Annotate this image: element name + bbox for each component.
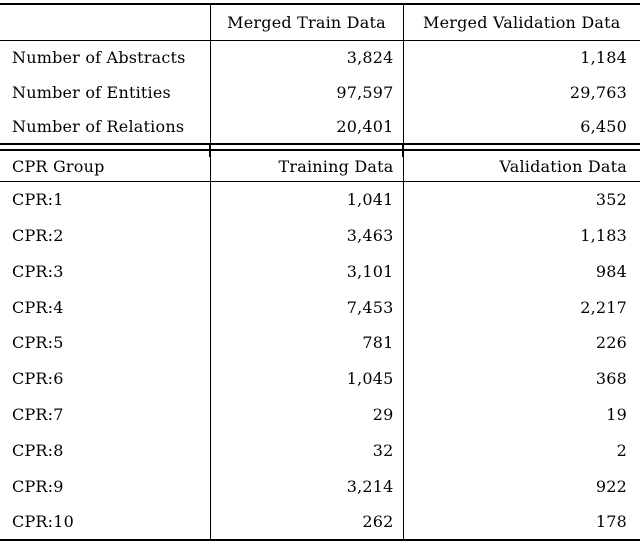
table-row: CPR:5 781 226 xyxy=(0,325,640,361)
cpr-header-group: CPR Group xyxy=(12,156,105,176)
train-value: 781 xyxy=(209,325,403,361)
row-label: CPR:8 xyxy=(12,440,64,460)
train-value: 3,214 xyxy=(209,468,403,505)
cpr-header-validation: Validation Data xyxy=(402,150,640,182)
validation-value: 2,217 xyxy=(402,289,640,326)
train-value: 1,045 xyxy=(209,360,403,397)
table-row: CPR:1 1,041 352 xyxy=(0,181,640,218)
table-row: CPR:10 262 178 xyxy=(0,504,640,540)
column-rule-1 xyxy=(209,143,211,157)
cpr-header-row: CPR Group Training Data Validation Data xyxy=(0,150,640,182)
summary-header-train: Merged Train Data xyxy=(209,4,403,40)
train-value: 29 xyxy=(209,396,403,433)
summary-header-row: Merged Train Data Merged Validation Data xyxy=(0,4,640,40)
row-label: CPR:5 xyxy=(12,333,64,353)
table-row: Number of Abstracts 3,824 1,184 xyxy=(0,40,640,75)
column-rule-2 xyxy=(402,143,404,157)
validation-value: 984 xyxy=(402,253,640,290)
table-row: CPR:7 29 19 xyxy=(0,396,640,433)
validation-value: 1,183 xyxy=(402,217,640,254)
train-value: 32 xyxy=(209,432,403,469)
table-row: CPR:2 3,463 1,183 xyxy=(0,217,640,254)
validation-value: 226 xyxy=(402,325,640,361)
validation-value: 922 xyxy=(402,468,640,505)
summary-header-validation: Merged Validation Data xyxy=(402,4,640,40)
cpr-header-train: Training Data xyxy=(209,150,403,182)
row-label: CPR:4 xyxy=(12,297,64,317)
validation-value: 1,184 xyxy=(402,40,640,75)
summary-table: Merged Train Data Merged Validation Data… xyxy=(0,3,640,146)
row-label: Number of Abstracts xyxy=(12,48,186,68)
train-value: 262 xyxy=(209,504,403,540)
train-value: 20,401 xyxy=(209,109,403,145)
summary-header-empty xyxy=(0,4,210,40)
validation-value: 29,763 xyxy=(402,74,640,110)
row-label: Number of Relations xyxy=(12,116,185,136)
validation-value: 19 xyxy=(402,396,640,433)
validation-value: 178 xyxy=(402,504,640,540)
train-value: 7,453 xyxy=(209,289,403,326)
train-value: 97,597 xyxy=(209,74,403,110)
train-value: 3,463 xyxy=(209,217,403,254)
row-label: CPR:6 xyxy=(12,369,64,389)
row-label: Number of Entities xyxy=(12,82,171,102)
validation-value: 352 xyxy=(402,181,640,218)
row-label: CPR:7 xyxy=(12,404,64,424)
train-value: 1,041 xyxy=(209,181,403,218)
validation-value: 368 xyxy=(402,360,640,397)
train-value: 3,824 xyxy=(209,40,403,75)
table-row: CPR:8 32 2 xyxy=(0,432,640,469)
row-label: CPR:3 xyxy=(12,261,64,281)
row-label: CPR:10 xyxy=(12,511,75,531)
row-label: CPR:9 xyxy=(12,476,64,496)
cpr-table: CPR Group Training Data Validation Data … xyxy=(0,149,640,541)
row-label: CPR:2 xyxy=(12,225,64,245)
table-row: CPR:6 1,045 368 xyxy=(0,360,640,397)
table-row: Number of Relations 20,401 6,450 xyxy=(0,109,640,145)
validation-value: 6,450 xyxy=(402,109,640,145)
row-label: CPR:1 xyxy=(12,190,64,210)
table-row: CPR:3 3,101 984 xyxy=(0,253,640,290)
train-value: 3,101 xyxy=(209,253,403,290)
table-row: Number of Entities 97,597 29,763 xyxy=(0,74,640,110)
table-row: CPR:4 7,453 2,217 xyxy=(0,289,640,326)
table-row: CPR:9 3,214 922 xyxy=(0,468,640,505)
validation-value: 2 xyxy=(402,432,640,469)
